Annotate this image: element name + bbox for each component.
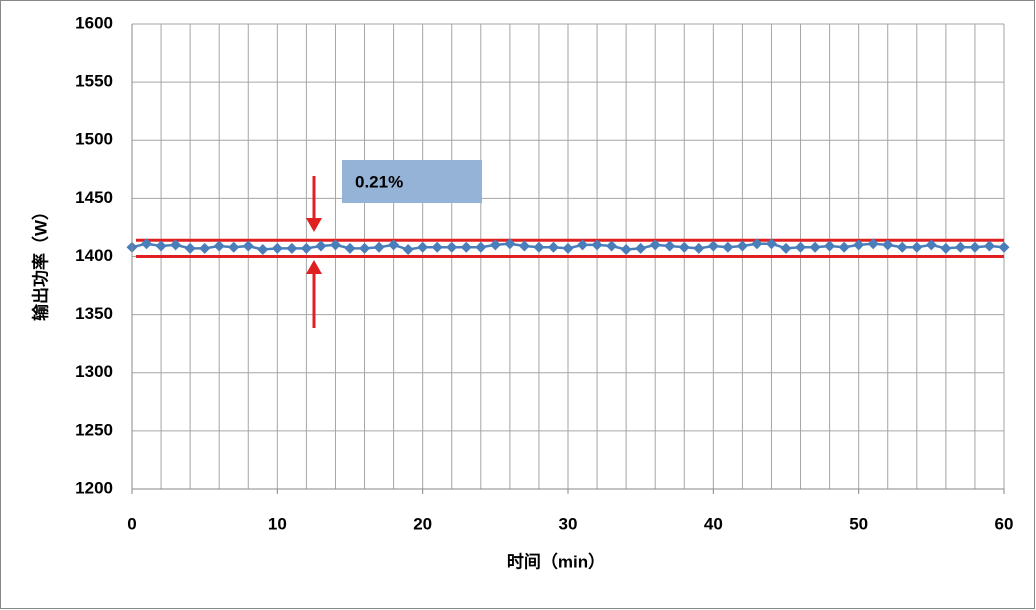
marker (446, 241, 458, 253)
marker (620, 244, 632, 256)
marker (213, 240, 225, 252)
marker (184, 242, 196, 254)
marker (199, 242, 211, 254)
y-tick-label: 1400 (75, 246, 113, 265)
marker (286, 242, 298, 254)
marker (765, 238, 777, 250)
marker (533, 241, 545, 253)
x-tick-label: 0 (127, 514, 136, 533)
marker (882, 239, 894, 251)
arrow-head (306, 260, 322, 274)
marker (373, 241, 385, 253)
marker (969, 241, 981, 253)
marker (388, 239, 400, 251)
arrow-head (306, 218, 322, 232)
marker (867, 238, 879, 250)
marker (359, 242, 371, 254)
marker (257, 244, 269, 256)
marker (925, 239, 937, 251)
y-tick-label: 1600 (75, 13, 113, 32)
marker (402, 244, 414, 256)
y-tick-label: 1350 (75, 304, 113, 323)
marker (635, 242, 647, 254)
marker (155, 240, 167, 252)
marker (983, 240, 995, 252)
marker (693, 242, 705, 254)
marker (489, 239, 501, 251)
y-tick-label: 1450 (75, 188, 113, 207)
marker (722, 241, 734, 253)
marker (795, 241, 807, 253)
x-tick-label: 60 (995, 514, 1014, 533)
marker (315, 240, 327, 252)
y-tick-label: 1550 (75, 72, 113, 91)
annotation-box (342, 160, 482, 203)
marker (606, 240, 618, 252)
marker (780, 242, 792, 254)
y-tick-label: 1500 (75, 130, 113, 149)
y-axis-title: 输出功率（W） (30, 203, 50, 321)
x-axis-title: 时间（min） (507, 551, 605, 571)
marker (504, 238, 516, 250)
y-tick-label: 1200 (75, 478, 113, 497)
marker (998, 241, 1010, 253)
y-tick-label: 1250 (75, 420, 113, 439)
x-tick-label: 40 (704, 514, 723, 533)
marker (911, 241, 923, 253)
marker (853, 239, 865, 251)
marker (271, 242, 283, 254)
x-tick-label: 20 (413, 514, 432, 533)
marker (751, 238, 763, 250)
marker (577, 239, 589, 251)
marker (736, 240, 748, 252)
marker (475, 241, 487, 253)
marker (141, 238, 153, 250)
annotation: 0.21% (355, 172, 403, 191)
marker (242, 240, 254, 252)
marker (518, 240, 530, 252)
marker (678, 241, 690, 253)
marker (547, 241, 559, 253)
x-tick-label: 30 (559, 514, 578, 533)
marker (228, 241, 240, 253)
x-tick-label: 50 (849, 514, 868, 533)
marker (824, 240, 836, 252)
marker (896, 241, 908, 253)
marker (707, 240, 719, 252)
marker (417, 241, 429, 253)
arrows (306, 176, 322, 328)
marker (344, 242, 356, 254)
marker (329, 239, 341, 251)
marker (562, 242, 574, 254)
marker (591, 239, 603, 251)
marker (170, 239, 182, 251)
marker (649, 239, 661, 251)
marker (809, 241, 821, 253)
y-tick-label: 1300 (75, 362, 113, 381)
marker (954, 241, 966, 253)
marker (300, 242, 312, 254)
marker (460, 241, 472, 253)
marker (940, 242, 952, 254)
marker (664, 240, 676, 252)
marker (838, 241, 850, 253)
marker (431, 241, 443, 253)
x-tick-label: 10 (268, 514, 287, 533)
